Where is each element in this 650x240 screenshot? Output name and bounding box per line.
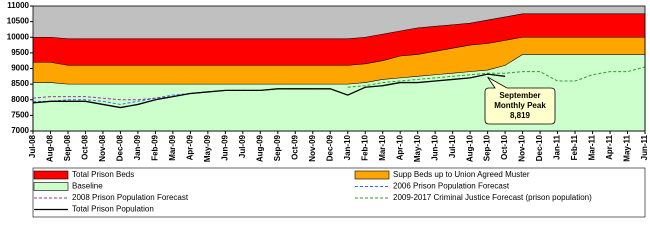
x-tick-label: Nov-09 [308,134,317,161]
x-tick-label: Jun-10 [430,134,439,160]
x-tick-label: Feb-11 [570,134,579,160]
x-tick-label: Nov-08 [98,134,107,161]
x-tick-label: May-09 [203,134,212,162]
y-tick-label: 7000 [11,126,29,135]
x-tick-label: Sep-09 [273,134,282,161]
legend-label: Baseline [72,182,103,191]
x-tick-label: May-10 [413,134,422,162]
x-tick-label: Apr-09 [185,134,194,160]
x-tick-label: Dec-09 [325,134,334,161]
plot-frame [32,5,646,132]
x-tick-label: Oct-08 [81,134,90,159]
y-tick-label: 11000 [7,1,29,10]
y-tick-label: 8000 [11,95,29,104]
x-tick-label: Jul-08 [28,134,37,158]
legend-swatch [354,170,390,180]
y-tick-label: 8500 [11,79,29,88]
chart: 7000 7500 8000 8500 9000 9500 10000 10500 11000 J… [7,1,649,218]
legend: Total Prison Beds Supp Beds up to Union A… [32,167,646,218]
legend-swatch [33,182,69,191]
x-tick-label: Feb-10 [360,134,369,160]
y-tick-label: 10000 [7,32,30,41]
x-tick-label: Dec-10 [535,134,544,161]
legend-label: Total Prison Beds [72,170,134,179]
x-tick-label: Apr-10 [395,134,404,160]
x-tick-label: Feb-09 [151,134,160,160]
x-tick-label: Mar-11 [588,134,597,160]
x-tick-label: Dec-08 [116,134,125,161]
line [347,66,646,88]
legend-label: 2006 Prison Population Forecast [393,182,510,191]
x-tick-label: May-11 [623,134,632,161]
y-tick-label: 9500 [11,48,29,57]
x-tick-label: Apr-11 [605,134,614,159]
x-tick-label: Mar-10 [378,134,387,160]
x-tick-label: Jun-09 [220,134,229,160]
y-tick-label: 9000 [11,64,29,73]
annotation-text: September [499,91,540,100]
x-tick-label: Aug-10 [465,134,474,162]
x-tick-label: Aug-09 [255,134,264,162]
x-tick-label: Oct-09 [290,134,299,159]
x-tick-label: Mar-09 [168,134,177,160]
x-tick-label: Jun-11 [640,134,649,160]
line [32,73,506,109]
x-tick-label: Jan-10 [343,134,352,160]
annotation-text: Monthly Peak [494,101,546,110]
y-tick-label: 10500 [7,17,30,26]
legend-label: Supp Beds up to Union Agreed Muster [393,170,530,179]
x-tick-label: Jul-10 [448,134,457,158]
legend-label: Total Prison Population [72,205,154,214]
legend-label: 2009-2017 Criminal Justice Forecast (pri… [393,193,592,202]
x-tick-label: Jul-09 [238,134,247,158]
callout [484,76,556,125]
x-tick-label: Nov-10 [518,134,527,161]
x-tick-label: Sep-10 [483,134,492,161]
y-tick-label: 7500 [11,110,29,119]
legend-swatch [33,170,69,180]
x-tick-label: Aug-08 [46,134,55,162]
x-tick-label: Oct-10 [500,134,509,159]
x-tick-label: Jan-09 [133,134,142,160]
legend-box [32,167,646,218]
legend-label: 2008 Prison Population Forecast [72,193,189,202]
annotation-text: 8,819 [510,111,531,120]
x-tick-label: Jan-11 [553,134,562,159]
x-tick-label: Sep-08 [63,134,72,161]
